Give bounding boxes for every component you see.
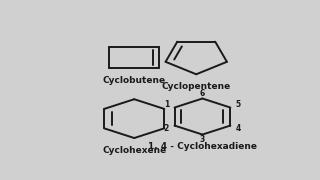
Text: 3: 3 bbox=[200, 135, 205, 144]
Text: 1: 1 bbox=[164, 100, 169, 109]
Text: Cyclobutene: Cyclobutene bbox=[103, 76, 166, 85]
Text: 2: 2 bbox=[164, 124, 169, 133]
Text: 4: 4 bbox=[236, 124, 241, 133]
Text: 5: 5 bbox=[236, 100, 241, 109]
Text: 6: 6 bbox=[200, 89, 205, 98]
Bar bbox=[40, 22, 95, 160]
Text: Cyclopentene: Cyclopentene bbox=[162, 82, 231, 91]
Bar bbox=[243, 22, 288, 160]
Text: Cyclohexene: Cyclohexene bbox=[102, 146, 166, 155]
Text: 1, 4 - Cyclohexadiene: 1, 4 - Cyclohexadiene bbox=[148, 142, 257, 151]
